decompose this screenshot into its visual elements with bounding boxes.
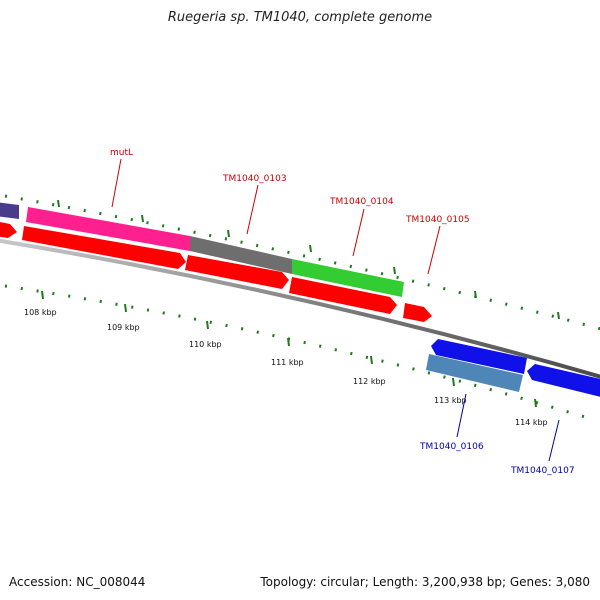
cds-tm1040-0103[interactable] [185, 255, 289, 289]
gene-label-tm1040-0106[interactable]: TM1040_0106 [419, 442, 484, 452]
tick-label-108: 108 kbp [24, 308, 57, 317]
cds-tm1040-0105[interactable] [403, 303, 432, 322]
label-leader-lines [111, 158, 560, 462]
gene-mutL[interactable] [26, 207, 190, 251]
genome-title: Ruegeria sp. TM1040, complete genome [167, 10, 433, 25]
gene-tm1040-0106-steel[interactable] [426, 354, 523, 392]
cds-tm1040-0104[interactable] [289, 277, 397, 314]
scale-tick-marks [41, 199, 560, 408]
gene-tm1040-0106-blue[interactable] [431, 339, 527, 374]
gene-tm1040-0104[interactable] [292, 259, 404, 297]
gene-label-tm1040-0103[interactable]: TM1040_0103 [222, 174, 287, 184]
tick-label-113: 113 kbp [434, 396, 467, 405]
gene-label-tm1040-0107[interactable]: TM1040_0107 [510, 466, 575, 476]
genome-summary-text: Topology: circular; Length: 3,200,938 bp… [260, 575, 590, 589]
tick-label-110: 110 kbp [189, 340, 222, 349]
tick-label-111: 111 kbp [271, 358, 304, 367]
gene-tm1040-0107[interactable] [527, 364, 600, 398]
tick-label-112: 112 kbp [353, 377, 386, 386]
cds-mutL[interactable] [22, 226, 186, 269]
cds-1[interactable] [0, 221, 17, 238]
gene-label-mutL[interactable]: mutL [110, 148, 133, 158]
genome-backbone [0, 238, 600, 379]
gene-purple-feature[interactable] [0, 202, 19, 219]
gene-label-tm1040-0104[interactable]: TM1040_0104 [329, 197, 394, 207]
tick-label-109: 109 kbp [107, 323, 140, 332]
accession-text: Accession: NC_008044 [9, 575, 146, 589]
gene-tm1040-0103[interactable] [190, 236, 292, 274]
gene-label-tm1040-0105[interactable]: TM1040_0105 [405, 215, 470, 225]
lower-tick-ring [4, 284, 596, 422]
tick-label-114: 114 kbp [515, 418, 548, 427]
